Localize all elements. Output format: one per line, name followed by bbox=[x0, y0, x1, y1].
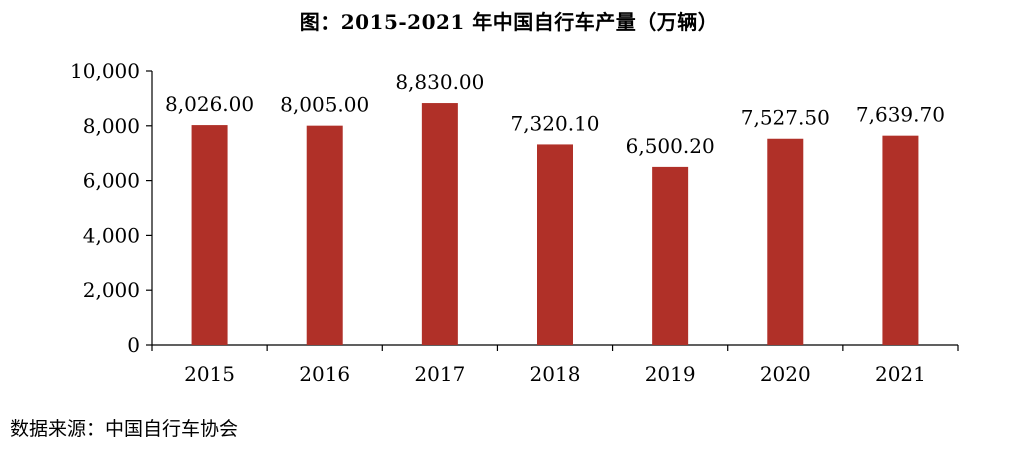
y-tick-label: 2,000 bbox=[83, 278, 140, 302]
data-label-2019: 6,500.20 bbox=[626, 134, 715, 158]
bar-2021 bbox=[882, 135, 919, 345]
x-tick-label: 2018 bbox=[530, 362, 581, 386]
bar-2020 bbox=[767, 138, 804, 345]
bar-2019 bbox=[652, 166, 689, 345]
y-tick-label: 10,000 bbox=[70, 59, 140, 83]
bar-2016 bbox=[306, 125, 343, 346]
x-tick-label: 2021 bbox=[875, 362, 926, 386]
x-tick-label: 2017 bbox=[414, 362, 465, 386]
y-tick-label: 0 bbox=[127, 333, 140, 357]
data-label-2017: 8,830.00 bbox=[395, 70, 484, 94]
bar-2015 bbox=[191, 125, 228, 345]
bar-2018 bbox=[537, 144, 573, 345]
data-label-2018: 7,320.10 bbox=[510, 111, 599, 135]
data-label-2015: 8,026.00 bbox=[165, 92, 254, 116]
y-tick-label: 4,000 bbox=[83, 223, 140, 247]
data-label-2020: 7,527.50 bbox=[741, 106, 830, 130]
data-label-2016: 8,005.00 bbox=[280, 93, 369, 117]
bars bbox=[191, 103, 919, 346]
x-tick-label: 2019 bbox=[645, 362, 696, 386]
y-tick-label: 6,000 bbox=[83, 169, 140, 193]
source-note: 数据来源：中国自行车协会 bbox=[10, 418, 239, 440]
x-tick-label: 2020 bbox=[760, 362, 811, 386]
y-axis: 0 2,000 4,000 6,000 8,000 10,000 bbox=[70, 59, 153, 357]
bar-2017 bbox=[421, 103, 458, 345]
x-tick-label: 2015 bbox=[184, 362, 235, 386]
data-labels: 8,026.00 8,005.00 8,830.00 7,320.10 6,500.20… bbox=[165, 70, 945, 158]
x-axis: 2015 2016 2017 2018 2019 2020 2021 bbox=[151, 344, 959, 386]
data-label-2021: 7,639.70 bbox=[856, 103, 945, 127]
y-tick-label: 8,000 bbox=[83, 114, 140, 138]
chart-title: 图：2015-2021 年中国自行车产量（万辆） bbox=[299, 10, 719, 34]
x-tick-label: 2016 bbox=[299, 362, 350, 386]
